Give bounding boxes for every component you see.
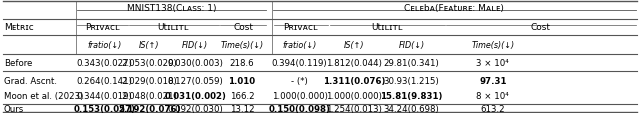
Text: 2.053(0.029): 2.053(0.029)	[121, 58, 177, 67]
Text: 1.254(0.013): 1.254(0.013)	[326, 104, 382, 113]
Text: 166.2: 166.2	[230, 91, 254, 100]
Text: 97.31: 97.31	[479, 77, 506, 85]
Text: 0.150(0.098): 0.150(0.098)	[269, 104, 330, 113]
Text: 0.031(0.002): 0.031(0.002)	[164, 91, 226, 100]
Text: 8 × 10⁴: 8 × 10⁴	[476, 91, 509, 100]
Text: Before: Before	[4, 58, 32, 67]
Text: Grad. Ascnt.: Grad. Ascnt.	[4, 77, 57, 85]
Text: 1.812(0.044): 1.812(0.044)	[326, 58, 382, 67]
Text: Moon et al. (2023): Moon et al. (2023)	[4, 91, 83, 100]
Text: Utɪʟɪᴛʟ: Utɪʟɪᴛʟ	[157, 22, 189, 31]
Text: 2.048(0.021): 2.048(0.021)	[121, 91, 177, 100]
Text: 0.030(0.003): 0.030(0.003)	[167, 58, 223, 67]
Text: 2.029(0.018): 2.029(0.018)	[121, 77, 177, 85]
Text: 30.93(1.215): 30.93(1.215)	[383, 77, 440, 85]
Text: Cost: Cost	[531, 22, 551, 31]
Text: 0.264(0.141): 0.264(0.141)	[76, 77, 132, 85]
Text: 15.81(9.831): 15.81(9.831)	[380, 91, 443, 100]
Text: 613.2: 613.2	[481, 104, 505, 113]
Text: 3 × 10⁴: 3 × 10⁴	[476, 58, 509, 67]
Text: 13.12: 13.12	[230, 104, 254, 113]
Text: Pʀɪᴠᴀᴄʟ: Pʀɪᴠᴀᴄʟ	[284, 22, 318, 31]
Text: 0.153(0.057): 0.153(0.057)	[74, 104, 135, 113]
Text: Cost: Cost	[233, 22, 253, 31]
Text: 29.81(0.341): 29.81(0.341)	[383, 58, 440, 67]
Text: Utɪʟɪᴛʟ: Utɪʟɪᴛʟ	[371, 22, 403, 31]
Text: fratio(↓): fratio(↓)	[282, 40, 317, 49]
Text: IS(↑): IS(↑)	[344, 40, 364, 49]
Text: Time(s)(↓): Time(s)(↓)	[471, 40, 515, 49]
Text: IS(↑): IS(↑)	[139, 40, 159, 49]
Text: Cᴇʟᴇbᴀ(Fᴇᴀtᴜʀᴇ: Mᴀʟᴇ): Cᴇʟᴇbᴀ(Fᴇᴀtᴜʀᴇ: Mᴀʟᴇ)	[404, 4, 504, 13]
Text: 0.127(0.059): 0.127(0.059)	[167, 77, 223, 85]
Text: 1.000(0.000): 1.000(0.000)	[326, 91, 382, 100]
Text: 218.6: 218.6	[230, 58, 254, 67]
Text: Ours: Ours	[4, 104, 24, 113]
Text: 1.311(0.076): 1.311(0.076)	[323, 77, 385, 85]
Text: Pʀɪᴠᴀᴄʟ: Pʀɪᴠᴀᴄʟ	[85, 22, 120, 31]
Text: 0.344(0.019): 0.344(0.019)	[76, 91, 132, 100]
Text: 0.394(0.119): 0.394(0.119)	[272, 58, 327, 67]
Text: fratio(↓): fratio(↓)	[87, 40, 122, 49]
Text: 1.010: 1.010	[228, 77, 255, 85]
Text: - (*): - (*)	[291, 77, 308, 85]
Text: FID(↓): FID(↓)	[399, 40, 424, 49]
Text: 34.24(0.698): 34.24(0.698)	[383, 104, 440, 113]
Text: 1.000(0.000): 1.000(0.000)	[271, 91, 328, 100]
Text: FID(↓): FID(↓)	[182, 40, 208, 49]
Text: Mᴇtʀɪᴄ: Mᴇtʀɪᴄ	[4, 22, 33, 31]
Text: 0.092(0.030): 0.092(0.030)	[167, 104, 223, 113]
Text: Time(s)(↓): Time(s)(↓)	[220, 40, 264, 49]
Text: 2.192(0.076): 2.192(0.076)	[118, 104, 180, 113]
Text: MNIST138(Cʟᴀss: 1): MNIST138(Cʟᴀss: 1)	[127, 4, 216, 13]
Text: 0.343(0.027): 0.343(0.027)	[76, 58, 132, 67]
